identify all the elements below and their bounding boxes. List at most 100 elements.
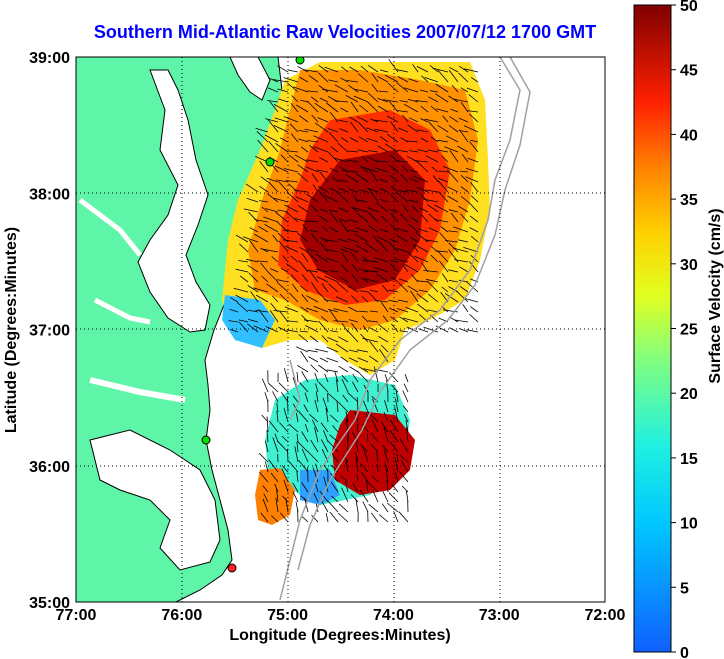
velocity-arrow — [314, 122, 329, 133]
velocity-arrow — [464, 68, 479, 73]
velocity-arrow — [323, 299, 339, 303]
velocity-arrow — [278, 181, 289, 193]
velocity-arrow — [417, 149, 429, 153]
velocity-arrow — [364, 270, 379, 273]
velocity-arrow — [340, 107, 349, 113]
velocity-arrow — [358, 268, 369, 273]
velocity-arrow — [359, 290, 369, 293]
velocity-arrow — [306, 295, 319, 303]
velocity-arrow — [390, 316, 399, 323]
velocity-arrow — [459, 170, 469, 173]
velocity-arrow — [266, 416, 269, 433]
velocity-arrow — [394, 472, 399, 483]
velocity-arrow — [355, 452, 359, 463]
velocity-arrow — [430, 105, 439, 113]
velocity-arrow — [349, 137, 359, 143]
velocity-arrow — [299, 330, 309, 333]
velocity-arrow — [405, 307, 419, 313]
velocity-arrow — [254, 219, 269, 223]
velocity-arrow — [312, 419, 319, 433]
velocity-arrow — [442, 115, 449, 123]
velocity-arrow — [284, 168, 299, 173]
velocity-arrow — [325, 257, 339, 263]
velocity-arrow — [277, 279, 289, 283]
velocity-arrow — [279, 512, 289, 523]
velocity-arrow — [265, 118, 279, 123]
velocity-arrow — [284, 204, 299, 213]
velocity-arrow — [366, 187, 379, 193]
velocity-arrow — [351, 206, 359, 213]
velocity-arrow — [408, 199, 419, 203]
velocity-arrow — [465, 176, 479, 183]
velocity-arrow — [412, 205, 419, 213]
velocity-arrow — [356, 116, 369, 123]
velocity-arrow — [280, 267, 289, 273]
velocity-arrow — [331, 453, 339, 463]
station-marker — [201, 435, 211, 445]
velocity-arrow — [340, 475, 349, 483]
velocity-arrow — [327, 440, 339, 453]
velocity-arrow — [318, 215, 329, 223]
velocity-arrow — [336, 379, 339, 393]
velocity-arrow — [309, 270, 319, 283]
velocity-arrow — [279, 311, 289, 323]
velocity-arrow — [318, 84, 329, 93]
chesapeake-bay — [137, 69, 211, 333]
velocity-arrow — [341, 374, 349, 383]
station-marker — [227, 563, 237, 573]
plot-frame — [75, 56, 606, 603]
velocity-arrow — [386, 133, 399, 143]
velocity-arrow — [340, 77, 349, 83]
velocity-patch — [222, 295, 275, 348]
velocity-arrow — [301, 516, 309, 523]
velocity-arrow — [322, 225, 329, 233]
velocity-arrow — [274, 165, 289, 173]
colorbar-tick-label: 5 — [680, 580, 689, 597]
velocity-arrow — [366, 480, 379, 493]
velocity-arrow — [318, 364, 329, 373]
velocity-arrow — [388, 241, 399, 253]
velocity-arrow — [403, 383, 409, 393]
velocity-arrow — [352, 431, 359, 443]
velocity-arrow — [402, 204, 409, 213]
pamlico-sound — [89, 429, 221, 571]
velocity-arrow — [389, 430, 399, 443]
velocity-arrow — [302, 223, 309, 233]
velocity-arrow — [436, 108, 449, 113]
velocity-arrow — [374, 300, 389, 303]
velocity-arrow — [356, 349, 369, 353]
velocity-arrow — [394, 258, 409, 263]
velocity-arrow — [262, 248, 279, 253]
velocity-arrow — [259, 453, 269, 463]
y-tick-label: 35:00 — [29, 595, 70, 612]
velocity-arrow — [341, 252, 349, 263]
velocity-arrow — [337, 142, 349, 153]
velocity-arrow — [278, 382, 289, 393]
velocity-arrow — [396, 82, 409, 93]
y-tick-label: 37:00 — [29, 323, 70, 340]
velocity-arrow — [342, 394, 349, 403]
velocity-arrow — [327, 392, 339, 403]
velocity-arrow — [276, 282, 289, 293]
velocity-arrow — [403, 87, 419, 93]
velocity-arrow — [423, 270, 439, 273]
velocity-arrow — [424, 77, 439, 83]
velocity-arrow — [372, 475, 379, 483]
velocity-arrow — [284, 306, 299, 313]
velocity-arrow — [415, 232, 429, 243]
velocity-arrow — [328, 283, 339, 293]
velocity-arrow — [412, 64, 419, 73]
velocity-arrow — [329, 414, 339, 423]
velocity-arrow — [454, 259, 469, 263]
velocity-arrow — [400, 173, 409, 183]
velocity-arrow — [261, 414, 269, 423]
velocity-arrow — [437, 125, 449, 133]
velocity-arrow — [259, 185, 269, 193]
velocity-arrow — [346, 159, 359, 163]
velocity-arrow — [310, 96, 319, 103]
velocity-arrow — [272, 79, 289, 83]
velocity-arrow — [259, 200, 269, 203]
velocity-arrow — [347, 219, 359, 223]
velocity-arrow — [310, 364, 319, 373]
colorbar-tick-label: 10 — [680, 516, 698, 533]
